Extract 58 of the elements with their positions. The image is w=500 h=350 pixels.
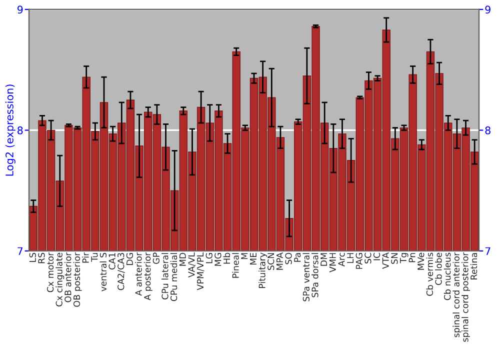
x-tick-label: A posterior: [144, 252, 152, 300]
x-tick-label: VPM/VPL: [197, 252, 204, 290]
x-tick-label: Tu: [91, 253, 98, 262]
x-tick-label: Cx cingulate: [56, 252, 64, 306]
y2-tick-label: 8: [485, 126, 490, 134]
x-tick-label: VA/VL: [188, 252, 196, 278]
x-tick-label: VMH: [329, 253, 336, 272]
y-tick-label: 7: [18, 247, 23, 255]
x-tick-label: SC: [364, 252, 372, 264]
x-tick-label: spinal cord anterior: [452, 252, 462, 338]
x-tick-label: Tg: [400, 253, 408, 264]
x-tick-label: CA1: [108, 253, 116, 270]
x-tick-label: MD: [179, 252, 186, 266]
x-tick-label: Arc: [338, 252, 345, 266]
y2-tick-label: 7: [485, 247, 490, 255]
x-tick-label: GP: [152, 252, 160, 264]
x-tick-label: Pineal: [232, 253, 239, 278]
x-tick-label: LS: [29, 252, 36, 262]
x-tick-label: RS: [38, 252, 45, 264]
x-tick-label: ventral S: [100, 252, 107, 292]
x-tick-label: PAG: [356, 253, 362, 269]
x-tick-label: SO: [285, 252, 292, 264]
x-tick-label: DG: [126, 253, 134, 265]
y2-tick-label: 9: [485, 6, 490, 14]
x-tick-label: Retina: [470, 253, 478, 280]
x-tick-label: SPa ventral: [302, 253, 310, 302]
x-tick-label: Cb lobe: [435, 252, 442, 286]
x-tick-label: CPu lateral: [162, 253, 168, 300]
x-tick-label: DM: [320, 253, 328, 266]
x-tick-label: M: [241, 253, 248, 260]
x-tick-label: LG: [206, 253, 212, 264]
x-tick-label: SPa dorsal: [312, 253, 318, 298]
x-tick-label: MVe: [418, 252, 424, 270]
x-tick-label: VTA: [382, 252, 389, 269]
x-tick-label: MPA: [276, 252, 283, 270]
x-tick-label: Pir: [82, 252, 89, 263]
x-tick-label: Pituitary: [258, 252, 268, 288]
x-tick-label: OB posterior: [73, 252, 82, 307]
x-tick-label: SCN: [268, 253, 274, 270]
x-tick-label: A anterior: [135, 252, 142, 296]
x-tick-label: SN: [391, 253, 398, 264]
y-axis-title: Log2 (expression): [5, 84, 16, 176]
x-tick-label: spinal cord posterior: [462, 252, 470, 342]
y-tick-label: 8: [18, 126, 23, 134]
x-tick-label: LH: [347, 253, 354, 263]
x-tick-label: Pn: [408, 253, 416, 262]
x-tick-label: ME: [250, 252, 256, 265]
x-tick-label: Cx motor: [46, 252, 54, 292]
x-tick-label: CPu medial: [170, 253, 178, 302]
x-tick-label: IC: [373, 252, 380, 260]
x-tick-label: CA2/CA3: [118, 253, 125, 290]
x-tick-label: Cb vermis: [426, 252, 434, 296]
x-tick-label: MG: [214, 253, 222, 266]
x-tick-label: Cb nucleus: [444, 252, 451, 300]
x-tick-label: Pa: [294, 253, 301, 262]
y-tick-label: 9: [17, 6, 23, 14]
x-tick-label: Hb: [223, 252, 230, 264]
x-tick-label: OB anterior: [64, 252, 72, 302]
